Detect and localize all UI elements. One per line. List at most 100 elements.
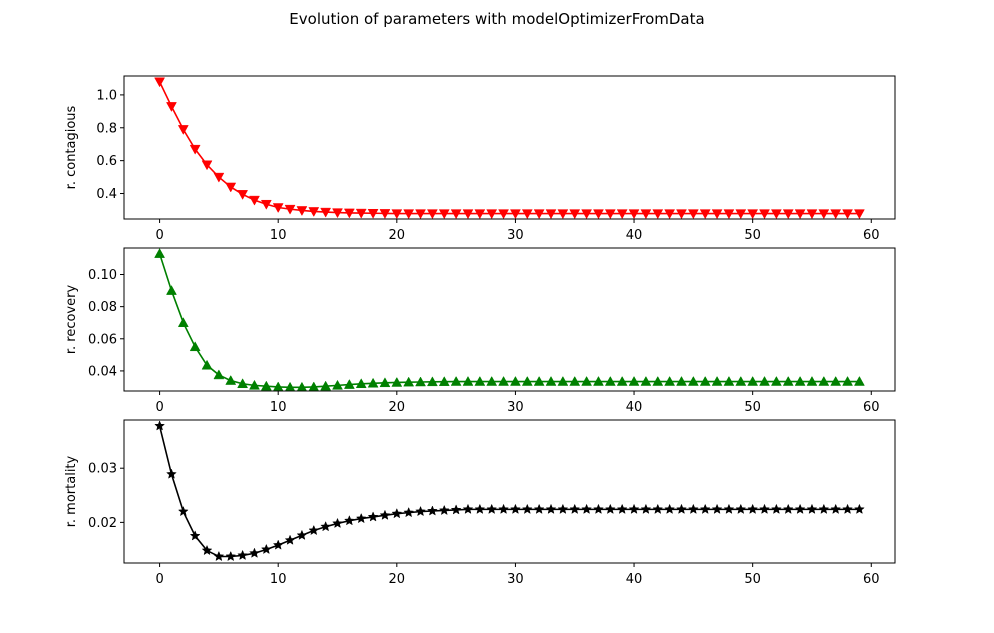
data-point-2-49 — [735, 376, 747, 386]
data-point-1-11 — [284, 204, 296, 215]
data-point-1-42 — [652, 209, 664, 219]
data-point-1-47 — [711, 209, 723, 219]
data-point-1-45 — [687, 209, 699, 219]
data-point-2-12 — [296, 381, 308, 391]
data-point-2-19 — [379, 377, 391, 388]
data-point-2-44 — [676, 376, 687, 386]
y-tick-label-1-2: 0.8 — [96, 121, 117, 136]
y-tick-label-2-3: 0.10 — [88, 268, 117, 283]
data-point-3-12 — [296, 529, 308, 540]
data-point-1-27 — [474, 209, 486, 219]
data-point-1-20 — [391, 209, 403, 219]
data-point-2-36 — [581, 376, 593, 386]
data-point-2-53 — [782, 376, 794, 386]
data-point-2-3 — [189, 341, 201, 352]
data-point-3-24 — [438, 504, 450, 516]
data-point-1-1 — [166, 102, 177, 112]
data-point-1-3 — [189, 144, 201, 155]
data-point-1-0 — [154, 77, 166, 88]
data-point-2-52 — [770, 376, 782, 386]
data-point-2-32 — [533, 376, 545, 386]
data-point-3-55 — [806, 503, 818, 514]
data-point-2-11 — [284, 381, 296, 391]
y-tick-label-3-0: 0.02 — [88, 516, 117, 531]
data-point-1-46 — [699, 209, 711, 219]
data-point-2-7 — [237, 378, 249, 389]
data-point-2-33 — [545, 376, 557, 386]
data-point-3-20 — [391, 508, 403, 519]
data-point-3-8 — [249, 547, 260, 558]
data-point-3-17 — [355, 512, 367, 524]
data-point-3-6 — [225, 550, 237, 562]
data-point-3-39 — [616, 503, 628, 514]
data-point-2-39 — [616, 376, 628, 386]
y-tick-label-1-0: 0.4 — [96, 187, 117, 202]
data-point-1-48 — [723, 209, 735, 219]
data-point-2-17 — [355, 378, 367, 389]
data-point-1-26 — [462, 209, 474, 219]
x-tick-label-2-50: 50 — [744, 400, 761, 415]
y-axis-label-1: r. contagious — [64, 105, 79, 189]
x-tick-label-1-60: 60 — [863, 228, 880, 243]
x-tick-label-3-50: 50 — [744, 572, 761, 587]
x-tick-label-2-20: 20 — [389, 400, 406, 415]
y-tick-label-1-1: 0.6 — [96, 154, 117, 169]
x-tick-label-2-40: 40 — [626, 400, 643, 415]
data-point-3-0 — [154, 420, 165, 431]
data-point-3-51 — [759, 503, 770, 514]
data-point-1-59 — [853, 209, 865, 219]
data-point-3-33 — [545, 503, 557, 514]
data-point-1-4 — [201, 160, 213, 171]
x-tick-label-2-10: 10 — [270, 400, 287, 415]
data-point-2-26 — [462, 376, 474, 386]
figure-title: Evolution of parameters with modelOptimi… — [289, 10, 704, 28]
data-point-2-51 — [759, 376, 770, 386]
data-point-1-43 — [664, 209, 676, 219]
data-point-3-36 — [581, 503, 593, 514]
data-point-1-58 — [842, 209, 853, 219]
data-point-2-55 — [806, 376, 818, 386]
x-tick-label-1-40: 40 — [626, 228, 643, 243]
data-point-1-7 — [237, 190, 249, 200]
data-point-2-57 — [830, 376, 842, 386]
data-point-3-10 — [272, 539, 284, 550]
data-point-2-8 — [249, 379, 260, 390]
data-point-3-2 — [177, 505, 189, 517]
data-point-2-34 — [557, 376, 569, 386]
data-point-3-15 — [332, 517, 343, 529]
data-point-1-19 — [379, 209, 391, 219]
data-point-2-28 — [486, 376, 498, 386]
data-point-3-7 — [237, 549, 249, 561]
data-point-1-30 — [510, 209, 521, 219]
data-point-2-18 — [367, 377, 379, 388]
subplot-3: 0 10 20 30 40 50 60 0.02 0.03 r. mortality — [64, 419, 896, 587]
data-point-1-29 — [498, 209, 509, 219]
data-point-1-51 — [759, 209, 770, 219]
data-point-2-45 — [687, 376, 699, 386]
subplot-2: 0 10 20 30 40 50 60 0.04 0.06 0.08 0.10 r. recovery — [64, 247, 896, 415]
series-2 — [154, 248, 865, 391]
data-point-3-45 — [687, 503, 699, 514]
data-point-1-55 — [806, 209, 818, 219]
y-tick-label-3-1: 0.03 — [88, 462, 117, 477]
data-point-2-21 — [403, 376, 415, 387]
data-point-1-24 — [438, 209, 450, 219]
data-point-1-38 — [604, 209, 616, 219]
data-point-3-9 — [260, 543, 272, 555]
data-point-3-41 — [640, 503, 652, 514]
data-point-1-9 — [260, 199, 272, 210]
data-point-1-44 — [676, 209, 687, 219]
data-point-2-30 — [510, 376, 521, 386]
data-point-3-30 — [510, 503, 521, 514]
data-point-1-32 — [533, 209, 545, 219]
data-point-3-40 — [628, 503, 640, 514]
x-tick-label-1-0: 0 — [155, 228, 163, 243]
data-point-1-40 — [628, 209, 640, 219]
data-point-3-38 — [604, 503, 616, 514]
data-point-2-43 — [664, 376, 676, 386]
data-point-1-6 — [225, 182, 237, 193]
data-point-3-57 — [830, 503, 842, 514]
data-point-2-50 — [747, 376, 759, 386]
x-tick-label-2-0: 0 — [155, 400, 163, 415]
